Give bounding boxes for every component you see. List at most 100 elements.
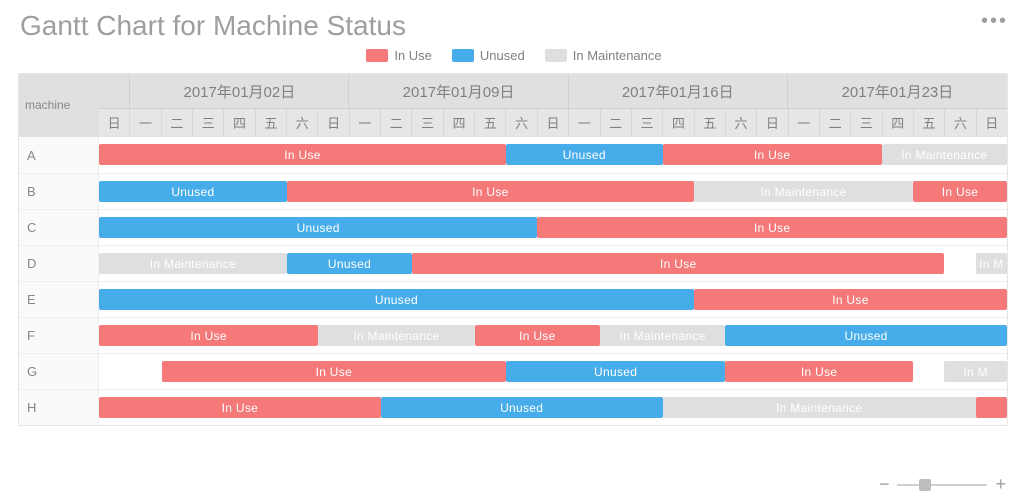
legend-label: In Use [394, 48, 432, 63]
week-header: 2017年01月09日 [349, 74, 568, 108]
gantt-bar-in-maintenance[interactable]: In Maintenance [99, 253, 287, 274]
row-label: D [19, 246, 99, 281]
day-header: 六 [506, 109, 537, 136]
legend-item[interactable]: In Maintenance [545, 48, 662, 63]
gantt-bar-in-use[interactable]: In Use [694, 289, 1007, 310]
gantt-bar-in-m-short[interactable]: In M [976, 253, 1007, 274]
more-options-button[interactable]: ••• [981, 10, 1008, 33]
gantt-track: UnusedIn Use [99, 210, 1007, 245]
day-header: 四 [883, 109, 914, 136]
gantt-track: In UseUnusedIn UseIn Maintenance [99, 137, 1007, 173]
row-label: G [19, 354, 99, 389]
zoom-slider-track[interactable] [897, 484, 987, 486]
legend-item[interactable]: Unused [452, 48, 525, 63]
gantt-bar-unused[interactable]: Unused [725, 325, 1007, 346]
day-header: 一 [569, 109, 600, 136]
legend-swatch [545, 49, 567, 62]
gantt-bar-in-use[interactable]: In Use [162, 361, 506, 382]
gantt-row: CUnusedIn Use [19, 209, 1007, 245]
legend-label: Unused [480, 48, 525, 63]
page-title: Gantt Chart for Machine Status [20, 10, 1010, 42]
day-header: 一 [350, 109, 381, 136]
day-header: 二 [381, 109, 412, 136]
row-label: H [19, 390, 99, 425]
gantt-bar-in-use[interactable]: In Use [287, 181, 694, 202]
gantt-bar-in-use[interactable]: In Use [99, 325, 318, 346]
gantt-bar-in-use[interactable]: In Use [412, 253, 944, 274]
gantt-track: In MaintenanceUnusedIn Use In M [99, 246, 1007, 281]
gantt-track: In UseUnusedIn Maintenance [99, 390, 1007, 425]
gantt-bar-unused[interactable]: Unused [506, 144, 663, 165]
gantt-bar-in-use[interactable] [976, 397, 1007, 418]
gantt-bar-in-use[interactable]: In Use [475, 325, 600, 346]
day-header: 日 [538, 109, 569, 136]
day-header: 六 [945, 109, 976, 136]
week-header: 2017年01月02日 [130, 74, 349, 108]
gantt-row: HIn UseUnusedIn Maintenance [19, 389, 1007, 425]
legend-swatch [452, 49, 474, 62]
legend-label: In Maintenance [573, 48, 662, 63]
gantt-bar-in-use[interactable]: In Use [99, 397, 381, 418]
gantt-row: G In UseUnusedIn Use In M [19, 353, 1007, 389]
gantt-bar-unused[interactable]: Unused [506, 361, 725, 382]
day-header: 四 [444, 109, 475, 136]
gantt-row: BUnusedIn UseIn MaintenanceIn Use [19, 173, 1007, 209]
gantt-bar-in-m-short[interactable]: In M [944, 361, 1007, 382]
day-header: 六 [287, 109, 318, 136]
gantt-header: machine 2017年01月02日2017年01月09日2017年01月16… [19, 74, 1007, 137]
week-header: 2017年01月23日 [788, 74, 1007, 108]
day-header: 五 [475, 109, 506, 136]
zoom-control[interactable]: − + [879, 474, 1006, 495]
gantt-chart: machine 2017年01月02日2017年01月09日2017年01月16… [18, 73, 1008, 426]
day-header: 日 [757, 109, 788, 136]
gantt-bar-in-use[interactable]: In Use [913, 181, 1007, 202]
gantt-row: EUnusedIn Use [19, 281, 1007, 317]
gantt-bar-in-maintenance[interactable]: In Maintenance [882, 144, 1007, 165]
day-header: 五 [914, 109, 945, 136]
gantt-bar-unused[interactable]: Unused [99, 217, 537, 238]
gantt-row: DIn MaintenanceUnusedIn Use In M [19, 245, 1007, 281]
gantt-bar-in-use[interactable]: In Use [537, 217, 1007, 238]
gantt-track: UnusedIn UseIn MaintenanceIn Use [99, 174, 1007, 209]
legend: In Use Unused In Maintenance [18, 48, 1010, 65]
legend-swatch [366, 49, 388, 62]
gantt-bar-in-maintenance[interactable]: In Maintenance [600, 325, 725, 346]
day-header: 一 [130, 109, 161, 136]
gantt-bar-unused[interactable]: Unused [99, 289, 694, 310]
gantt-bar-in-maintenance[interactable]: In Maintenance [694, 181, 913, 202]
row-label: E [19, 282, 99, 317]
day-header: 三 [632, 109, 663, 136]
zoom-in-button[interactable]: + [995, 474, 1006, 495]
row-axis-label: machine [19, 74, 99, 136]
gantt-row: AIn UseUnusedIn UseIn Maintenance [19, 137, 1007, 173]
gantt-bar-in-maintenance[interactable]: In Maintenance [663, 397, 976, 418]
day-header: 三 [412, 109, 443, 136]
week-header: 2017年01月16日 [569, 74, 788, 108]
gantt-bar-in-use[interactable]: In Use [725, 361, 913, 382]
zoom-out-button[interactable]: − [879, 474, 890, 495]
day-header: 二 [601, 109, 632, 136]
day-header: 五 [256, 109, 287, 136]
day-header: 三 [851, 109, 882, 136]
gantt-bar-unused[interactable]: Unused [287, 253, 412, 274]
legend-item[interactable]: In Use [366, 48, 432, 63]
day-header: 二 [162, 109, 193, 136]
zoom-slider-knob[interactable] [919, 479, 931, 491]
gantt-bar-in-maintenance[interactable]: In Maintenance [318, 325, 475, 346]
day-header: 二 [820, 109, 851, 136]
row-label: C [19, 210, 99, 245]
gantt-track: In UseIn MaintenanceIn UseIn Maintenance… [99, 318, 1007, 353]
gantt-bar-in-use[interactable]: In Use [663, 144, 882, 165]
gantt-bar-unused[interactable]: Unused [381, 397, 663, 418]
gantt-bar-unused[interactable]: Unused [99, 181, 287, 202]
day-header: 六 [726, 109, 757, 136]
day-header: 日 [318, 109, 349, 136]
day-header: 日 [977, 109, 1007, 136]
row-label: F [19, 318, 99, 353]
gantt-bar-in-use[interactable]: In Use [99, 144, 506, 165]
gantt-track: In UseUnusedIn Use In M [99, 354, 1007, 389]
day-header: 五 [695, 109, 726, 136]
day-header: 日 [99, 109, 130, 136]
day-header: 三 [193, 109, 224, 136]
day-header: 四 [224, 109, 255, 136]
